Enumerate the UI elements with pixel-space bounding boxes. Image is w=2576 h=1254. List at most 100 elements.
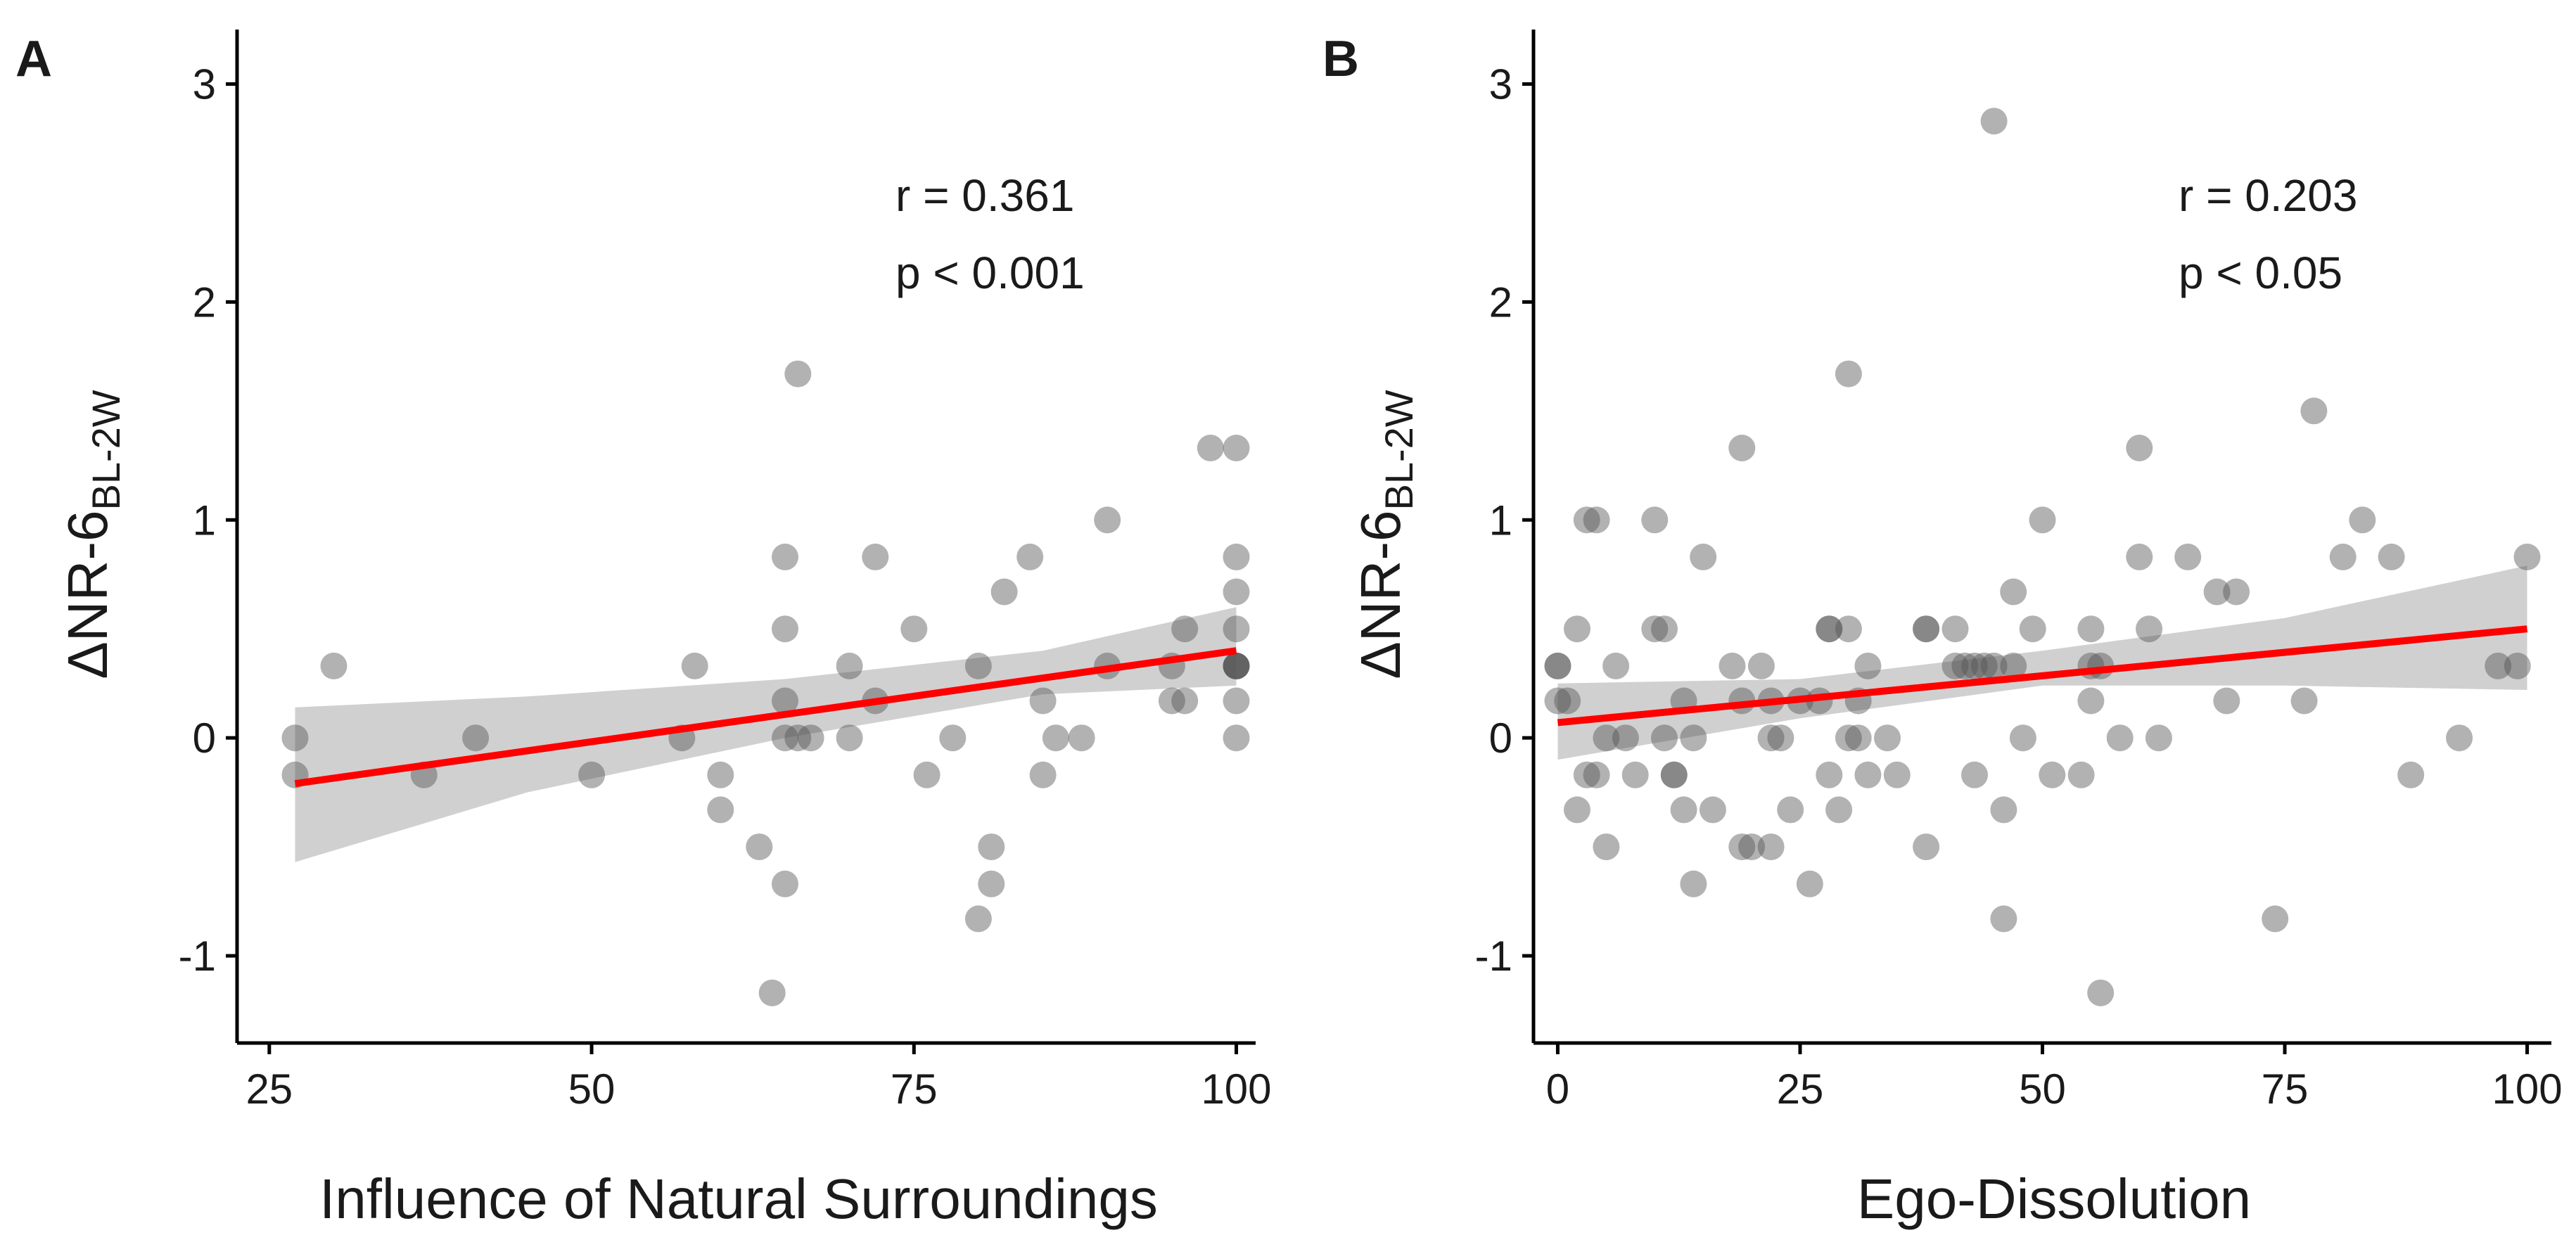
panel-b-point-91: [2329, 543, 2357, 570]
panel-a-points: [281, 360, 1250, 1006]
panel-a-point-21: [836, 724, 863, 752]
panel-a-regression-line: [294, 647, 1237, 788]
panel-a-x-axis-title: Influence of Natural Surroundings: [319, 1167, 1158, 1230]
panel-a-point-14: [772, 687, 798, 715]
panel-b-point-22: [1670, 796, 1697, 824]
panel-a-point-0: [281, 724, 309, 752]
panel-a-point-13: [772, 615, 798, 643]
panel-b: B -1 0 1 2 3 0 25 50 75 100 r = 0.203 p < 0.05 Eg…: [1322, 30, 2563, 1230]
panel-b-point-47: [1835, 724, 1862, 752]
panel-b-point-32: [1747, 652, 1775, 679]
panel-b-x-tick-label: 100: [2492, 1066, 2562, 1113]
panel-b-point-95: [2446, 724, 2473, 752]
panel-a-point-7: [681, 652, 708, 679]
panel-b-point-84: [2174, 543, 2202, 570]
panel-a-point-29: [978, 833, 1005, 861]
panel-b-y-axis-title: ΔNR-6BL-2W: [1349, 390, 1421, 679]
panel-b-point-46: [1835, 615, 1862, 643]
panel-b-point-7: [1573, 761, 1600, 788]
panel-b-point-9: [1583, 761, 1610, 788]
panel-b-point-12: [1602, 652, 1630, 679]
panel-b-point-28: [1728, 435, 1756, 461]
panel-b-point-37: [1777, 796, 1804, 824]
panel-a-point-8: [707, 761, 734, 788]
panel-a-point-22: [862, 543, 889, 570]
panel-b-point-13: [1612, 724, 1639, 752]
panel-b-x-tick-label: 75: [2262, 1066, 2309, 1113]
panel-a-point-25: [913, 761, 941, 788]
panel-b-point-3: [1554, 687, 1581, 715]
panel-b-point-42: [1816, 615, 1843, 643]
panel-a-point-47: [1223, 615, 1250, 643]
panel-a-point-41: [1171, 615, 1199, 643]
panel-a-y-tick-label: 2: [193, 279, 216, 326]
panel-b-point-44: [1825, 796, 1853, 824]
panel-b-point-50: [1854, 652, 1882, 679]
panel-a-y-tick-label: -1: [179, 933, 216, 980]
panel-b-x-tick-label: 50: [2019, 1066, 2066, 1113]
panel-b-point-63: [1980, 108, 2008, 135]
panel-b-point-25: [1690, 543, 1717, 570]
panel-b-ci-band: [1557, 565, 2527, 760]
panel-a-y-tick-label: 0: [193, 715, 216, 762]
panel-b-point-59: [1951, 652, 1979, 679]
panel-a-p-annotation: p < 0.001: [895, 248, 1085, 298]
panel-b-p-annotation: p < 0.05: [2179, 248, 2342, 298]
panel-b-point-73: [2067, 761, 2095, 788]
panel-a-point-19: [797, 724, 824, 752]
panel-b-point-19: [1660, 761, 1688, 788]
panel-b-point-64: [1980, 652, 2008, 679]
panel-a-y-tick-label: 3: [193, 60, 216, 108]
panel-b-point-66: [1990, 905, 2017, 933]
panel-a-y-tick-label: 1: [193, 497, 216, 544]
panel-b-confidence-band: [1557, 565, 2527, 760]
panel-a-point-35: [1042, 724, 1069, 752]
panel-b-point-52: [1874, 724, 1901, 752]
panel-b-point-57: [1941, 615, 1969, 643]
panel-b-point-4: [1564, 615, 1590, 643]
panel-b-point-8: [1583, 506, 1610, 534]
panel-b-fit-line: [1557, 625, 2528, 727]
panel-a-point-52: [1223, 687, 1250, 715]
panel-b-point-94: [2397, 761, 2425, 788]
panel-b-point-31: [1738, 833, 1766, 861]
panel-a-point-15: [772, 724, 798, 752]
panel-a-point-53: [1223, 724, 1250, 752]
panel-b-point-23: [1680, 870, 1707, 897]
panel-a-point-11: [758, 979, 786, 1006]
panel-a-confidence-band: [295, 607, 1237, 862]
panel-a-point-16: [772, 870, 798, 897]
panel-b-point-58: [1941, 652, 1969, 679]
panel-b-point-18: [1651, 724, 1678, 752]
panel-a-point-20: [836, 652, 863, 679]
panel-b-point-85: [2203, 578, 2231, 606]
panel-a-x-tick-label: 75: [891, 1066, 938, 1113]
panel-b-point-62: [1970, 652, 1998, 679]
panel-b-point-86: [2213, 687, 2240, 715]
panel-b-point-72: [2039, 761, 2066, 788]
panel-b-point-83: [2145, 724, 2172, 752]
panel-b-point-97: [2504, 652, 2531, 679]
panel-b-point-35: [1757, 833, 1785, 861]
panel-a-point-10: [746, 833, 773, 861]
panel-b-point-49: [1844, 724, 1872, 752]
panel-b-point-34: [1757, 724, 1785, 752]
panel-b-point-76: [2077, 615, 2105, 643]
panel-b-point-24: [1680, 724, 1707, 752]
panel-b-point-41: [1816, 615, 1843, 643]
panel-a-point-45: [1223, 543, 1250, 570]
panel-a-point-49: [1223, 652, 1250, 679]
panel-a-y-axis-title: ΔNR-6BL-2W: [56, 390, 128, 679]
panel-b-point-27: [1719, 652, 1746, 679]
panel-b-axes: -1 0 1 2 3 0 25 50 75 100: [1475, 30, 2563, 1113]
panel-a-point-9: [707, 796, 734, 824]
panel-a-axes: -1 0 1 2 3 25 50 75 100: [179, 30, 1272, 1113]
panel-a-point-27: [964, 652, 992, 679]
panel-a-point-43: [1197, 435, 1224, 461]
panel-b-point-45: [1835, 360, 1862, 388]
panel-b-point-81: [2126, 543, 2153, 570]
panel-a-point-33: [1029, 687, 1057, 715]
panel-a-point-36: [1068, 724, 1095, 752]
panel-b-point-92: [2349, 506, 2376, 534]
